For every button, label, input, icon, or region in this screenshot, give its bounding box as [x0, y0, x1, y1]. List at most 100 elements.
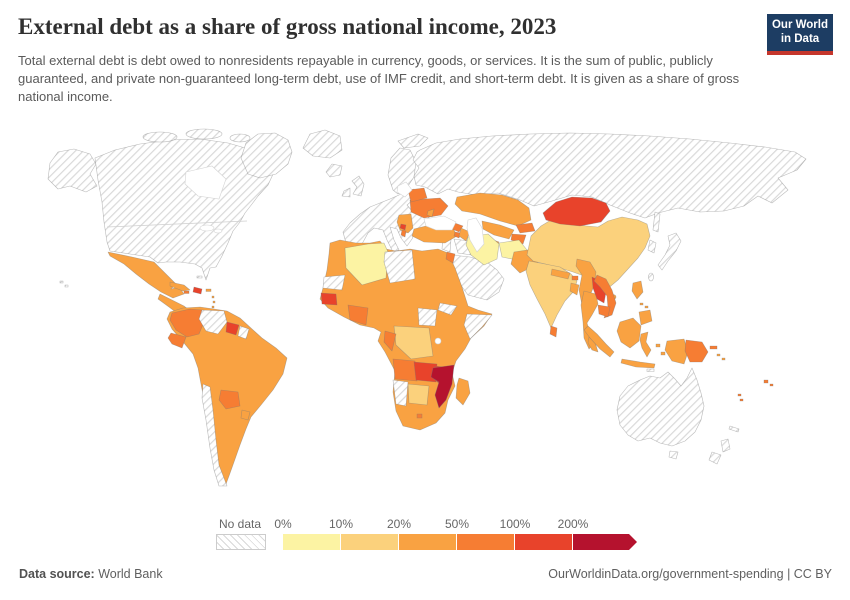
- region-taiwan[interactable]: [648, 272, 654, 282]
- region-ecuador[interactable]: [167, 332, 187, 349]
- region-botswana[interactable]: [407, 383, 430, 406]
- region-fiji[interactable]: [769, 383, 774, 387]
- region-maluku[interactable]: [655, 343, 661, 348]
- region-greenland[interactable]: [240, 132, 293, 179]
- region-suriname[interactable]: [225, 321, 240, 336]
- region-eritrea[interactable]: [437, 302, 458, 316]
- region-jordan[interactable]: [445, 251, 456, 264]
- region-azerbaijan[interactable]: [458, 227, 471, 242]
- region-madagascar[interactable]: [455, 377, 471, 406]
- legend-segment[interactable]: [573, 534, 637, 550]
- region-western-sahara[interactable]: [322, 274, 346, 291]
- region-ivory-coast-ghana[interactable]: [347, 304, 369, 326]
- region-uk[interactable]: [351, 175, 365, 197]
- region-svalbard[interactable]: [302, 129, 343, 159]
- legend-segment[interactable]: [399, 534, 457, 550]
- region-lesotho[interactable]: [416, 413, 423, 419]
- region-philippines[interactable]: [644, 305, 649, 309]
- legend-segment[interactable]: [341, 534, 399, 550]
- region-lesser-antilles[interactable]: [211, 295, 215, 299]
- region-new-zealand[interactable]: [708, 451, 722, 465]
- region-albania[interactable]: [400, 229, 407, 238]
- region-moldova[interactable]: [426, 208, 435, 218]
- region-sulawesi[interactable]: [639, 331, 652, 358]
- region-libya[interactable]: [383, 249, 416, 284]
- legend-no-data-swatch[interactable]: [216, 534, 266, 550]
- region-jamaica[interactable]: [183, 290, 190, 294]
- region-solomon-islands[interactable]: [716, 353, 721, 357]
- region-bangladesh[interactable]: [569, 282, 580, 296]
- region-novaya-zemlya[interactable]: [397, 133, 429, 149]
- region-new-caledonia[interactable]: [728, 425, 740, 433]
- region-korea[interactable]: [647, 239, 657, 254]
- region-hispaniola[interactable]: [192, 286, 203, 295]
- region-puerto-rico[interactable]: [205, 288, 212, 292]
- region-belarus[interactable]: [407, 187, 428, 203]
- region-uruguay[interactable]: [240, 409, 251, 421]
- region-solomon-islands[interactable]: [721, 357, 726, 361]
- region-namibia[interactable]: [392, 379, 409, 407]
- region-mongolia[interactable]: [542, 196, 611, 227]
- region-angola[interactable]: [392, 358, 418, 382]
- region-hawaii[interactable]: [59, 280, 64, 284]
- region-russia[interactable]: [412, 132, 807, 219]
- region-north-america[interactable]: [94, 138, 275, 281]
- region-new-britain[interactable]: [709, 345, 718, 350]
- legend-segment[interactable]: [457, 534, 515, 550]
- region-sri-lanka[interactable]: [549, 325, 558, 338]
- region-iceland[interactable]: [325, 163, 343, 178]
- region-vanuatu[interactable]: [737, 393, 742, 397]
- region-ireland[interactable]: [341, 187, 351, 198]
- region-south-sudan[interactable]: [417, 307, 438, 327]
- region-cuba[interactable]: [169, 281, 191, 292]
- region-papua-new-guinea[interactable]: [684, 339, 709, 363]
- region-paraguay[interactable]: [218, 389, 241, 410]
- region-japan[interactable]: [657, 232, 682, 271]
- legend-segment[interactable]: [515, 534, 573, 550]
- footer-link[interactable]: OurWorldinData.org/government-spending |…: [548, 567, 832, 581]
- region-french-guiana[interactable]: [237, 325, 250, 340]
- region-bhutan[interactable]: [571, 275, 579, 281]
- region-montenegro[interactable]: [399, 223, 407, 231]
- region-papua[interactable]: [664, 338, 689, 365]
- region-java[interactable]: [620, 358, 656, 369]
- region-colombia[interactable]: [169, 308, 205, 338]
- region-australia[interactable]: [616, 367, 705, 447]
- region-vietnam[interactable]: [593, 274, 617, 319]
- region-tajikistan[interactable]: [510, 233, 527, 245]
- region-philippines[interactable]: [638, 309, 653, 326]
- region-venezuela[interactable]: [198, 309, 228, 335]
- region-vanuatu[interactable]: [739, 398, 744, 402]
- region-timor[interactable]: [646, 368, 655, 372]
- region-sumatra[interactable]: [583, 325, 615, 358]
- region-nepal[interactable]: [550, 268, 571, 280]
- region-mozambique[interactable]: [430, 364, 455, 409]
- region-bahamas[interactable]: [196, 275, 203, 279]
- owid-logo[interactable]: Our World in Data: [767, 14, 833, 55]
- legend-segment[interactable]: [283, 534, 341, 550]
- region-maluku[interactable]: [660, 351, 666, 356]
- region-philippines[interactable]: [639, 302, 644, 306]
- region-lesser-antilles[interactable]: [212, 300, 216, 304]
- region-drc[interactable]: [393, 325, 434, 360]
- region-fiji[interactable]: [763, 379, 769, 384]
- region-ukraine[interactable]: [409, 197, 449, 219]
- region-arctic-islands[interactable]: [142, 131, 178, 143]
- region-new-zealand[interactable]: [720, 438, 731, 453]
- region-borneo[interactable]: [616, 317, 642, 349]
- region-tasmania[interactable]: [668, 450, 679, 460]
- region-kazakhstan[interactable]: [454, 192, 532, 227]
- region-senegal[interactable]: [320, 292, 338, 306]
- region-kyrgyzstan[interactable]: [515, 222, 536, 234]
- region-lesser-antilles[interactable]: [211, 305, 215, 309]
- region-alaska[interactable]: [47, 148, 98, 193]
- region-somalia[interactable]: [463, 313, 493, 340]
- region-philippines[interactable]: [631, 280, 644, 300]
- region-uzbekistan[interactable]: [481, 220, 515, 240]
- region-chile[interactable]: [201, 383, 228, 487]
- region-sakhalin[interactable]: [652, 211, 661, 233]
- region-hawaii[interactable]: [64, 284, 69, 288]
- region-arctic-islands[interactable]: [229, 133, 251, 143]
- region-arctic-islands[interactable]: [185, 128, 223, 140]
- region-congo[interactable]: [383, 330, 397, 352]
